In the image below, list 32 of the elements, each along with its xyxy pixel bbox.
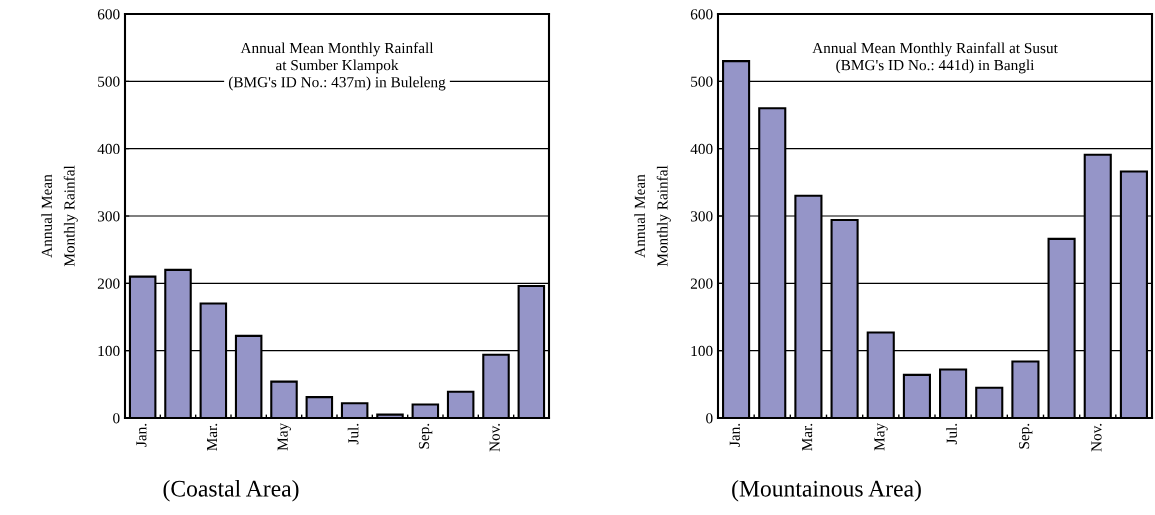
x-tick-label: May (277, 422, 291, 451)
text: Annual Mean Monthly Rainfall at Susut (BMG's ID No.: 441d) in Bangli (812, 42, 1058, 74)
x-tick-label: May (874, 422, 888, 451)
text: Annual Mean Monthly Rainfall at Sumber Klampok (BMG's ID No.: 437m) in Buleleng (228, 42, 446, 91)
y-tick-label: 200 (97, 278, 120, 289)
x-tick-label: Sep. (418, 423, 433, 449)
x-tick-label: Jan. (136, 423, 147, 447)
x-tick-label: Nov. (1091, 423, 1102, 452)
y-axis-title: Annual Mean Monthly Rainfal (634, 165, 671, 267)
text: (Mountainous Area) (732, 480, 921, 502)
y-tick-label: 300 (690, 211, 713, 222)
y-axis-title: Annual Mean Monthly Rainfal (41, 165, 78, 267)
text: (Coastal Area) (163, 480, 299, 502)
y-tick-label: 300 (97, 211, 120, 222)
y-tick-label: 500 (691, 76, 713, 87)
y-tick-label: 100 (691, 345, 713, 357)
y-tick-label: 0 (706, 413, 713, 424)
y-tick-label: 600 (97, 9, 120, 20)
y-tick-label: 0 (113, 413, 120, 424)
x-tick-label: Mar. (207, 423, 218, 451)
y-tick-label: 400 (690, 143, 713, 155)
x-tick-label: Mar. (802, 423, 813, 451)
x-tick-label: Sep. (1018, 423, 1033, 449)
y-tick-label: 200 (690, 278, 713, 289)
y-tick-label: 500 (98, 76, 120, 87)
x-tick-label: Jul. (946, 423, 957, 445)
y-tick-label: 400 (97, 143, 120, 155)
x-tick-label: Jan. (729, 423, 740, 447)
y-tick-label: 100 (98, 345, 120, 357)
x-tick-label: Jul. (347, 423, 359, 445)
x-tick-label: Nov. (489, 423, 500, 452)
y-tick-label: 600 (690, 9, 713, 20)
